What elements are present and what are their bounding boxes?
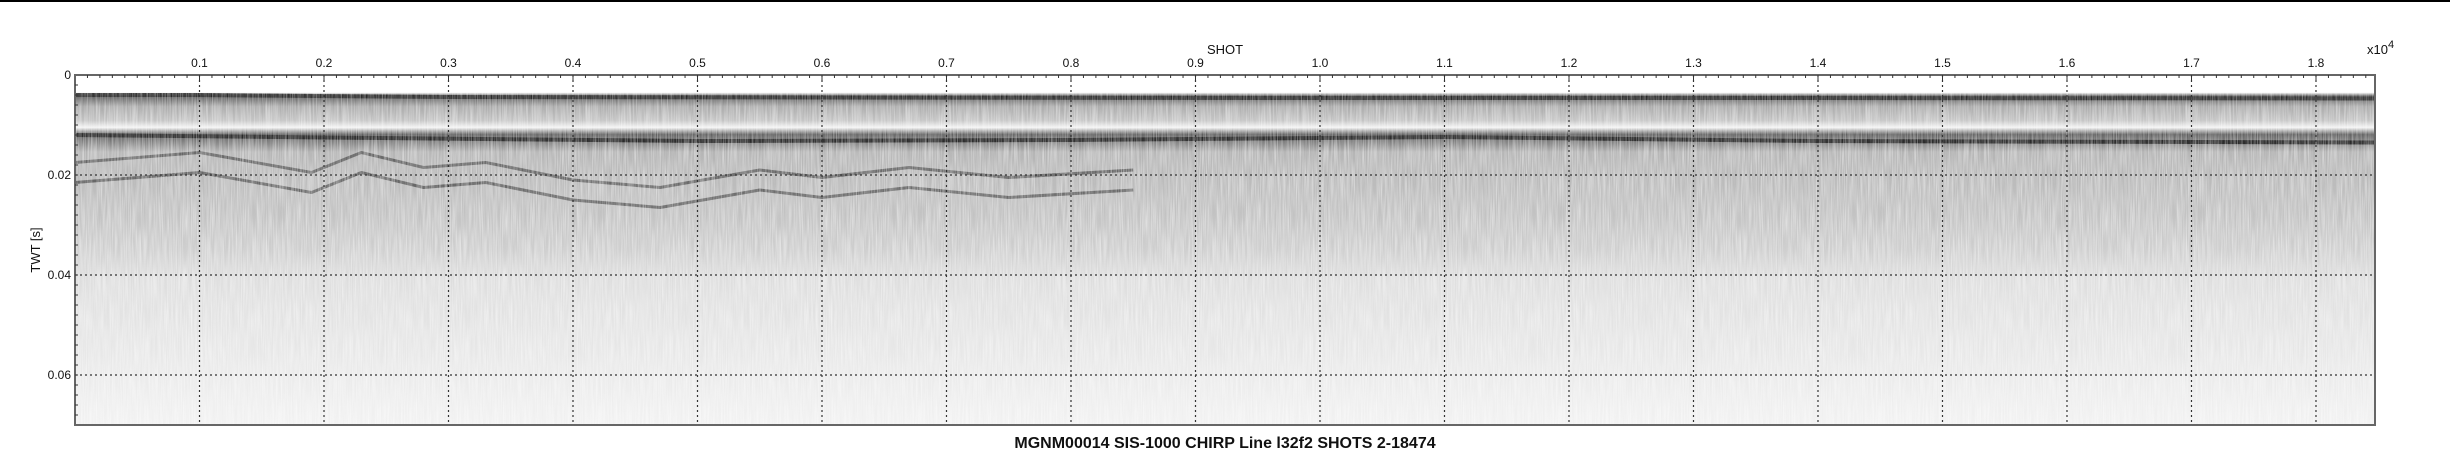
plot-frame xyxy=(74,74,2376,426)
y-tick-label: 0.02 xyxy=(48,168,72,182)
chart-title: MGNM00014 SIS-1000 CHIRP Line l32f2 SHOT… xyxy=(1014,435,1435,450)
x-tick-label: 1.7 xyxy=(2183,56,2200,70)
x-tick-label: 0.7 xyxy=(938,56,955,70)
x-tick-label: 1.3 xyxy=(1685,56,1702,70)
x-tick-label: 1.5 xyxy=(1934,56,1951,70)
x-tick-label: 0.1 xyxy=(191,56,208,70)
x-tick-label: 1.0 xyxy=(1312,56,1329,70)
x-tick-label: 0.5 xyxy=(689,56,706,70)
x-tick-label: 0.4 xyxy=(565,56,582,70)
seismic-image xyxy=(75,75,2375,425)
x-axis-label: SHOT xyxy=(1207,42,1243,57)
x-tick-label: 0.6 xyxy=(814,56,831,70)
x-tick-label: 0.9 xyxy=(1187,56,1204,70)
x-axis-exponent: x104 xyxy=(2367,39,2394,57)
x-tick-label: 1.4 xyxy=(1810,56,1827,70)
x-tick-label: 1.8 xyxy=(2308,56,2325,70)
y-tick-label: 0 xyxy=(64,68,71,82)
y-tick-label: 0.06 xyxy=(48,368,72,382)
x-tick-label: 1.1 xyxy=(1436,56,1453,70)
x-tick-label: 0.2 xyxy=(316,56,333,70)
x-tick-label: 0.8 xyxy=(1063,56,1080,70)
y-axis-label: TWT [s] xyxy=(28,227,43,272)
x-tick-label: 0.3 xyxy=(440,56,457,70)
x-tick-label: 1.6 xyxy=(2059,56,2076,70)
x-tick-label: 1.2 xyxy=(1561,56,1578,70)
y-tick-label: 0.04 xyxy=(48,268,72,282)
